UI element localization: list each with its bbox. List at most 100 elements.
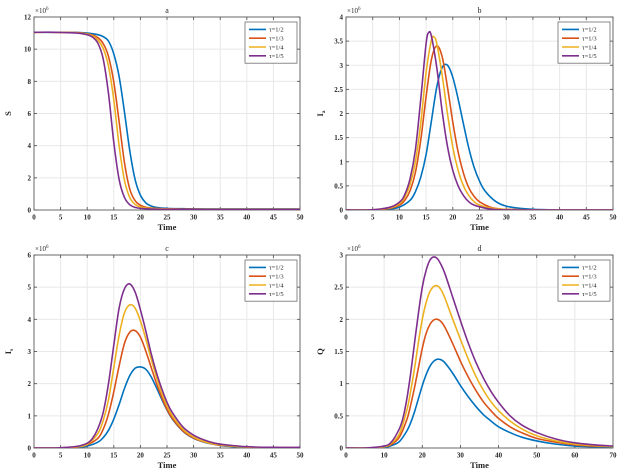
x-tick-label: 0 [32,214,36,222]
x-tick-label: 5 [59,452,63,460]
y-tick-label: 1.5 [334,134,343,142]
legend-label: τ=1/3 [269,274,284,281]
y-tick-label: 8 [28,78,32,86]
y-tick-label: 0.5 [334,412,343,420]
y-tick-label: 6 [28,110,32,118]
y-tick-label: 4 [28,142,32,150]
y-tick-label: 2 [28,380,32,388]
legend-label: τ=1/4 [582,282,597,289]
x-tick-label: 60 [571,452,579,460]
legend: τ=1/2 τ=1/3τ=1/4 τ=1/5 [244,259,298,302]
x-tick-label: 30 [190,214,198,222]
subplot-b-asymptomatic-infected: 0 5 10 15 20 25 30 35 40 45 50 0 0.5 1 1.5 2 2.5 3 3.5 4 ×10… [312,0,625,238]
y-tick-label: 0 [340,445,344,453]
x-tick-label: 30 [190,452,198,460]
x-tick-label: 15 [110,452,118,460]
x-axis-label: Time [470,460,489,470]
series-line-τ=1/4 [34,303,300,448]
y-tick-label: 4 [340,14,344,22]
x-tick-label: 5 [59,214,63,222]
y-tick-label: 2 [340,316,344,324]
plot-canvas-b: 0 5 10 15 20 25 30 35 40 45 50 0 0.5 1 1.5 2 2.5 3 3.5 4×10… [315,6,618,232]
x-tick-label: 20 [137,452,145,460]
x-tick-label: 5 [371,214,375,222]
y-tick-label: 1.5 [334,348,343,356]
x-tick-label: 0 [32,452,36,460]
legend-label: τ=1/5 [269,291,284,298]
x-tick-label: 15 [110,214,118,222]
subplot-title: c [165,244,169,253]
subplot-c-symptomatic-infected: 0 5 10 15 20 25 30 35 40 45 50 0 1 2 3 4 5 6 ×106 c Time Is τ=… [0,238,312,476]
series-line-τ=1/5 [346,256,613,448]
y-tick-label: 5 [28,284,32,292]
x-tick-label: 10 [396,214,404,222]
y-tick-label: 3 [340,252,344,260]
x-tick-label: 20 [449,214,457,222]
y-axis-exponent-label: ×106 [35,245,49,253]
x-tick-label: 0 [344,452,348,460]
x-tick-label: 35 [529,214,537,222]
legend-label: τ=1/2 [269,27,284,34]
x-tick-label: 40 [243,214,251,222]
y-tick-label: 3 [340,62,344,70]
legend-label: τ=1/2 [269,265,284,272]
axes-box [345,254,614,449]
legend: τ=1/2 τ=1/3τ=1/4 τ=1/5 [557,259,611,302]
y-tick-label: 1 [28,412,32,420]
x-tick-label: 40 [495,452,503,460]
y-tick-label: 2 [28,174,32,182]
y-axis-label: Ia [315,110,327,116]
y-axis-exponent-label: ×106 [35,7,49,15]
y-tick-label: 2.5 [334,284,343,292]
x-tick-label: 15 [423,214,431,222]
series-line-τ=1/5 [34,31,300,210]
subplot-title: a [165,6,169,15]
legend-label: τ=1/3 [582,36,597,43]
subplot-title: b [478,6,482,15]
axes-box [345,16,614,211]
series-group [346,256,613,448]
y-tick-label: 1 [340,158,344,166]
series-group [346,30,613,210]
legend-label: τ=1/4 [269,44,284,51]
legend: τ=1/2 τ=1/3τ=1/4 τ=1/5 [557,21,611,64]
y-tick-label: 2.5 [334,86,343,94]
series-line-τ=1/4 [346,284,613,448]
plot-canvas-a: 0 5 10 15 20 25 30 35 40 45 50 0 2 4 6 8 10 12×106 a Time Sτ… [3,6,305,232]
series-line-τ=1/5 [34,283,300,448]
x-tick-label: 50 [297,452,305,460]
y-tick-label: 0 [28,207,32,215]
y-tick-label: 10 [24,46,32,54]
legend-label: τ=1/5 [582,53,597,60]
x-axis-label: Time [158,460,177,470]
x-tick-label: 30 [503,214,511,222]
y-tick-label: 1 [340,380,344,388]
y-tick-label: 3.5 [334,38,343,46]
y-tick-label: 6 [28,252,32,260]
x-tick-label: 40 [556,214,564,222]
x-tick-label: 0 [344,214,348,222]
legend: τ=1/2 τ=1/3τ=1/4 τ=1/5 [244,21,298,64]
y-axis-exponent-label: ×106 [347,7,361,15]
x-tick-label: 50 [297,214,305,222]
x-tick-label: 40 [243,452,251,460]
y-tick-label: 4 [28,316,32,324]
series-line-τ=1/2 [346,63,613,210]
x-tick-label: 30 [457,452,465,460]
x-tick-label: 50 [610,214,618,222]
x-axis-label: Time [470,222,489,232]
series-line-τ=1/4 [346,35,613,210]
x-tick-label: 20 [137,214,145,222]
y-tick-label: 0 [28,445,32,453]
subplot-title: d [478,244,482,253]
legend-label: τ=1/3 [269,36,284,43]
series-group [34,283,300,448]
x-axis-label: Time [158,222,177,232]
x-tick-label: 25 [164,452,172,460]
x-tick-label: 70 [610,452,618,460]
y-tick-label: 3 [28,348,32,356]
legend-label: τ=1/5 [582,291,597,298]
